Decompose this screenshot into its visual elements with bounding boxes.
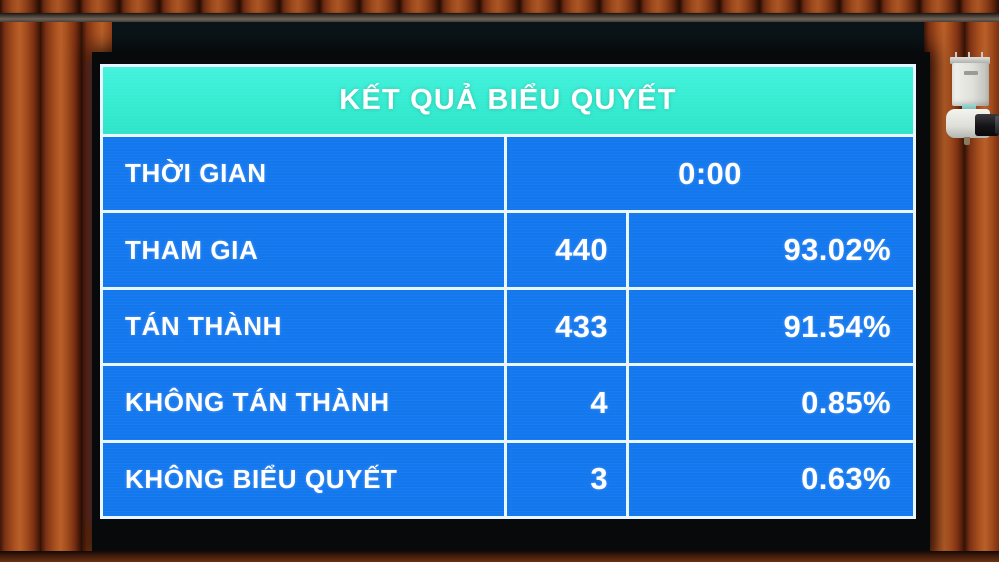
row-label: THAM GIA bbox=[125, 234, 259, 265]
row-count-cell: 440 bbox=[507, 213, 629, 287]
table-row: KHÔNG BIỂU QUYẾT 3 0.63% bbox=[103, 442, 913, 517]
camera-neck bbox=[962, 104, 976, 110]
row-percent-value: 0.63% bbox=[801, 461, 891, 497]
row-label-cell: KHÔNG BIỂU QUYẾT bbox=[103, 442, 507, 517]
row-label-cell: THAM GIA bbox=[103, 213, 507, 287]
row-count-cell: 3 bbox=[507, 442, 629, 517]
camera-lens-icon bbox=[975, 114, 999, 136]
row-time-value: 0:00 bbox=[678, 155, 742, 191]
camera-lens-ring bbox=[995, 116, 999, 134]
row-time-cell: 0:00 bbox=[507, 137, 913, 210]
table-row: THAM GIA 440 93.02% bbox=[103, 213, 913, 290]
row-percent-value: 91.54% bbox=[783, 308, 891, 344]
camera-pin bbox=[981, 52, 983, 58]
row-percent-cell: 0.85% bbox=[629, 366, 913, 439]
row-percent-cell: 93.02% bbox=[629, 213, 913, 286]
row-count-value: 4 bbox=[590, 384, 608, 420]
camera-vent bbox=[964, 71, 978, 75]
row-label: TÁN THÀNH bbox=[125, 311, 283, 342]
camera-pin bbox=[955, 52, 957, 58]
row-percent-cell: 91.54% bbox=[629, 290, 913, 363]
board-header: KẾT QUẢ BIỂU QUYẾT bbox=[103, 67, 913, 137]
row-label-cell: KHÔNG TÁN THÀNH bbox=[103, 366, 507, 440]
row-count-value: 440 bbox=[555, 232, 608, 268]
wood-panel-top bbox=[0, 0, 999, 14]
camera-housing bbox=[952, 63, 989, 106]
camera-pin bbox=[968, 52, 970, 58]
row-count-cell: 4 bbox=[507, 366, 629, 440]
row-count-cell: 433 bbox=[507, 289, 629, 364]
page-title: KẾT QUẢ BIỂU QUYẾT bbox=[339, 84, 677, 116]
security-camera-icon bbox=[944, 52, 999, 157]
row-percent-value: 0.85% bbox=[801, 384, 891, 420]
row-label-cell: TÁN THÀNH bbox=[103, 289, 507, 364]
table-row: TÁN THÀNH 433 91.54% bbox=[103, 289, 913, 367]
camera-bracket bbox=[950, 57, 990, 64]
row-label: THỜI GIAN bbox=[125, 158, 267, 189]
row-percent-value: 93.02% bbox=[783, 232, 891, 268]
wood-panel-bottom bbox=[0, 551, 999, 562]
row-label: KHÔNG TÁN THÀNH bbox=[125, 387, 390, 418]
row-count-value: 433 bbox=[555, 308, 608, 344]
row-label: KHÔNG BIỂU QUYẾT bbox=[125, 463, 398, 494]
table-row: THỜI GIAN 0:00 bbox=[103, 137, 913, 214]
voting-results-board: KẾT QUẢ BIỂU QUYẾT THỜI GIAN 0:00 THAM G… bbox=[100, 64, 916, 519]
row-label-cell: THỜI GIAN bbox=[103, 137, 507, 211]
row-percent-cell: 0.63% bbox=[629, 443, 913, 516]
row-count-value: 3 bbox=[590, 461, 608, 497]
camera-foot bbox=[964, 137, 970, 145]
table-row: KHÔNG TÁN THÀNH 4 0.85% bbox=[103, 366, 913, 443]
wall-ledge bbox=[0, 13, 999, 23]
